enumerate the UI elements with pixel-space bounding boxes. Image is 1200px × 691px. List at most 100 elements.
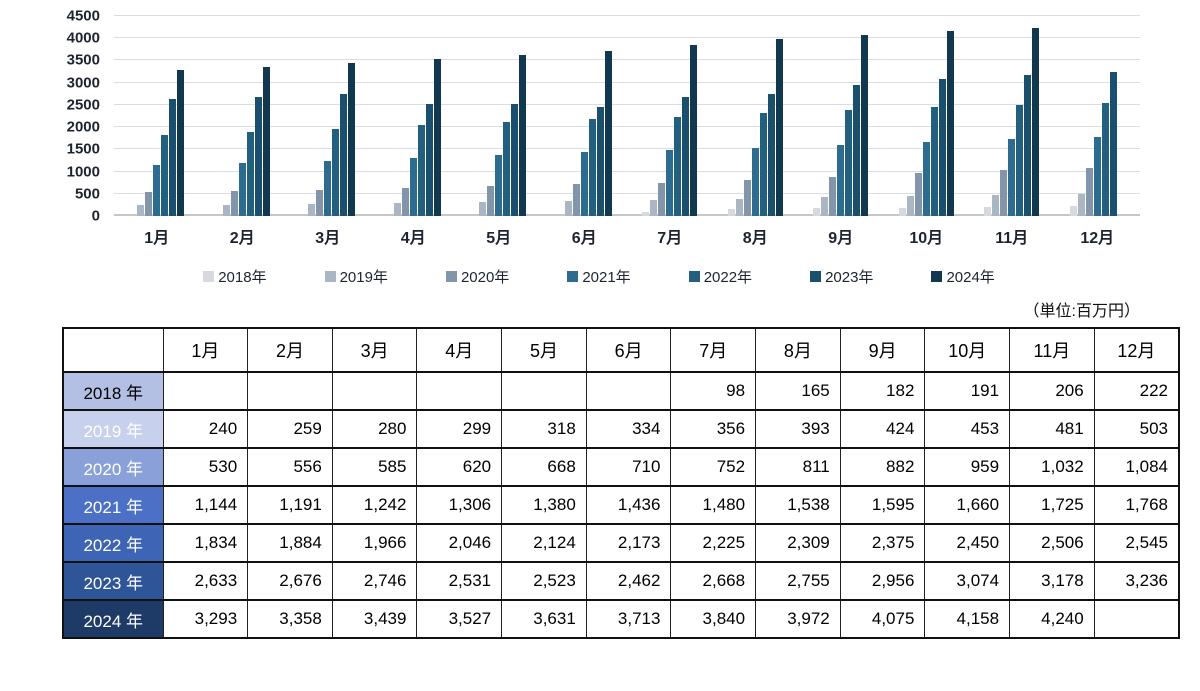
legend-item-2020年: 2020年	[445, 266, 509, 287]
bar-2020年-7月	[658, 182, 666, 216]
bar-2022年-3月	[332, 128, 340, 216]
bar-2022年-9月	[845, 110, 853, 216]
bar-2023年-2月	[254, 97, 262, 216]
bar-2020年-3月	[316, 190, 324, 216]
gridline	[114, 214, 1140, 216]
gridline	[114, 192, 1140, 194]
bar-2019年-9月	[821, 197, 829, 216]
legend-item-2021年: 2021年	[567, 266, 631, 287]
value-cell: 3,236	[1093, 562, 1180, 600]
value-cell: 2,523	[501, 562, 587, 600]
value-cell: 959	[924, 448, 1011, 486]
bar-2024年-8月	[775, 39, 783, 216]
value-cell: 4,075	[839, 600, 926, 638]
unit-note: （単位:百万円）	[1023, 303, 1140, 320]
legend-item-2019年: 2019年	[324, 266, 388, 287]
value-cell: 710	[585, 448, 672, 486]
value-cell: 1,144	[162, 486, 249, 524]
bar-2021年-5月	[495, 154, 503, 216]
y-tick-label: 2500	[66, 96, 100, 114]
value-cell: 2,450	[924, 524, 1011, 562]
bar-2019年-5月	[479, 201, 487, 216]
value-cell: 424	[839, 410, 926, 448]
bar-2022年-5月	[503, 121, 511, 216]
year-header: 2019 年	[62, 410, 164, 448]
bar-2019年-4月	[393, 202, 401, 216]
bar-group-9月	[798, 16, 884, 216]
data-table: 1月 2月 3月 4月 5月 6月 7月 8月 9月 10月 11月 12月 2018 年 98 165 1…	[62, 327, 1180, 639]
bar-2021年-4月	[409, 157, 417, 216]
bar-2021年-8月	[751, 147, 759, 216]
y-tick-label: 1000	[66, 163, 100, 181]
legend-swatch	[810, 271, 822, 282]
legend-item-2022年: 2022年	[688, 266, 752, 287]
bar-2021年-6月	[580, 152, 588, 216]
value-cell: 3,358	[247, 600, 333, 638]
value-cell: 2,755	[755, 562, 841, 600]
bar-2024年-11月	[1032, 27, 1040, 216]
bar-2022年-4月	[417, 125, 425, 216]
bar-2021年-1月	[153, 165, 161, 216]
y-tick-label: 4500	[66, 7, 100, 25]
bar-2023年-4月	[425, 103, 433, 216]
bar-2024年-7月	[690, 45, 698, 216]
value-cell	[162, 372, 249, 410]
value-cell: 4,158	[924, 600, 1011, 638]
legend-item-2023年: 2023年	[810, 266, 873, 287]
value-cell: 620	[416, 448, 503, 486]
month-header: 8月	[755, 328, 841, 372]
value-cell: 3,074	[924, 562, 1011, 600]
year-header: 2021 年	[62, 486, 164, 524]
value-cell	[585, 372, 672, 410]
value-cell: 2,956	[839, 562, 926, 600]
table-body: 2018 年 98 165 182 191 206 222 2019 年 240 259 280 29…	[62, 372, 1180, 638]
month-header: 3月	[331, 328, 418, 372]
bar-2022年-7月	[674, 117, 682, 216]
value-cell: 1,538	[755, 486, 841, 524]
x-axis-label: 11月	[995, 230, 1029, 247]
gridline	[114, 126, 1140, 128]
value-cell: 1,306	[416, 486, 503, 524]
bar-2023年-6月	[596, 106, 604, 216]
bar-2024年-5月	[519, 54, 527, 216]
table-row: 2024 年 3,293 3,358 3,439 3,527 3,631 3,713 3,84…	[62, 600, 1180, 638]
month-header: 9月	[839, 328, 926, 372]
bar-2020年-4月	[401, 188, 409, 216]
month-header: 1月	[162, 328, 249, 372]
legend-item-2018年: 2018年	[203, 266, 267, 287]
year-header: 2018 年	[62, 372, 164, 410]
y-axis: 0 500 1000 1500 2000 2500 3000 3500 4000 4500	[58, 8, 114, 225]
value-cell: 2,046	[416, 524, 503, 562]
value-cell: 280	[331, 410, 418, 448]
bar-chart: 0 500 1000 1500 2000 2500 3000 3500 4000 4500 1月 2…	[58, 8, 1140, 287]
value-cell: 191	[924, 372, 1011, 410]
value-cell: 393	[755, 410, 841, 448]
gridline	[114, 81, 1140, 83]
bar-2022年-10月	[930, 107, 938, 216]
bar-2019年-10月	[906, 195, 914, 216]
value-cell: 2,531	[416, 562, 503, 600]
value-cell: 222	[1093, 372, 1180, 410]
bar-2024年-9月	[861, 34, 869, 216]
bar-2018年-12月	[1069, 206, 1077, 216]
year-header: 2022 年	[62, 524, 164, 562]
value-cell: 1,725	[1009, 486, 1095, 524]
value-cell: 1,084	[1093, 448, 1180, 486]
year-header: 2023 年	[62, 562, 164, 600]
value-cell	[331, 372, 418, 410]
value-cell: 2,506	[1009, 524, 1095, 562]
legend-swatch	[688, 271, 700, 282]
bar-group-6月	[542, 16, 628, 216]
bar-2023年-8月	[767, 93, 775, 216]
value-cell: 98	[670, 372, 757, 410]
value-cell: 182	[839, 372, 926, 410]
value-cell: 752	[670, 448, 757, 486]
bar-2018年-7月	[642, 211, 650, 216]
value-cell: 318	[501, 410, 587, 448]
table-row: 2021 年 1,144 1,191 1,242 1,306 1,380 1,436 1,48…	[62, 486, 1180, 524]
bar-2023年-12月	[1109, 72, 1117, 216]
table-row: 2023 年 2,633 2,676 2,746 2,531 2,523 2,462 2,66…	[62, 562, 1180, 600]
y-tick-label: 500	[74, 185, 100, 203]
bar-2020年-10月	[914, 173, 922, 216]
bar-2020年-8月	[743, 179, 751, 216]
